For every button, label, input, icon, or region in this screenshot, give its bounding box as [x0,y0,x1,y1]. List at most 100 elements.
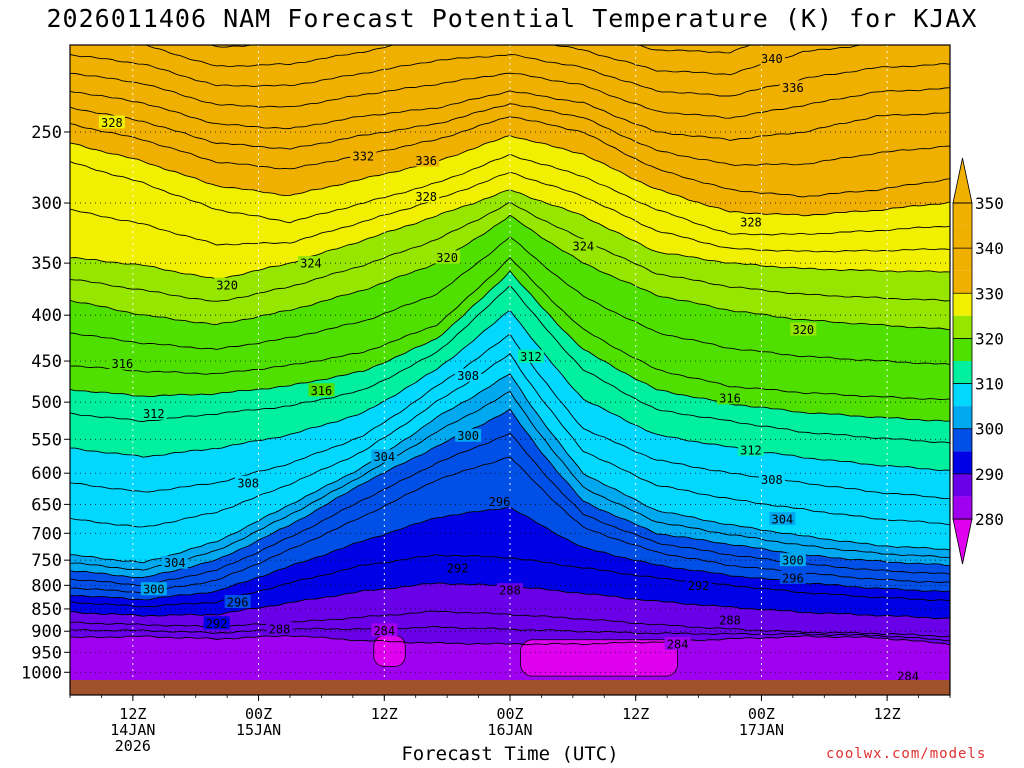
y-tick-label: 450 [31,352,62,372]
contour-label-bg [486,494,513,508]
contour-label: 304 [373,450,395,464]
contour-label: 292 [447,561,469,575]
isentrope-320 [70,214,950,331]
colorbar-top-arrow [952,157,973,204]
colorbar-segment [953,428,972,452]
contour-label: 292 [688,579,710,593]
isentrope-292 [70,554,950,608]
contour-labels: 340 336 328 332 336 328 328 324 320 324 320 320 312 3… [98,51,922,680]
y-tick-label: 900 [31,622,62,642]
contour-label-bg [413,189,440,203]
contour-label-bg [266,622,293,636]
contour-label-bg [517,349,544,363]
contour-label-bg [235,475,262,489]
isentrope-302 [70,390,950,571]
contour-label: 324 [300,257,322,271]
contour-label-bg [758,472,785,486]
contour-label: 312 [740,443,762,457]
contour-label-bg [779,570,806,584]
isentrope-306 [70,353,950,528]
isentrope-334 [70,103,950,166]
contour-label-bg [434,250,461,264]
colorbar-label: 330 [975,284,1004,303]
contour-label-bg [455,368,482,382]
colorbar-segment [953,383,972,407]
x-tick-label: 17JAN [739,721,784,739]
contour-label-bg [308,383,335,397]
contour-label: 300 [782,554,804,568]
contour-label-bg [737,215,764,229]
contour-label: 316 [719,392,741,406]
contour-label-bg [737,442,764,456]
contour-label: 296 [227,596,249,610]
x-tick-label: 14JAN [110,721,155,739]
contour-label: 296 [489,495,511,509]
colorbar-segment [953,270,972,294]
colorbar-segment [953,293,972,316]
x-tick-label: 16JAN [487,721,532,739]
isentrope-314 [70,270,950,422]
contour-label-bg [214,277,241,291]
contour-label: 308 [761,473,783,487]
colorbar-bottom-arrow [952,518,973,565]
contour-label-bg [350,149,377,163]
contour-label: 312 [520,350,542,364]
contour-label: 328 [415,190,437,204]
contour-label: 292 [206,617,228,631]
contour-label: 288 [499,584,521,598]
colorbar-label: 350 [975,194,1004,213]
colorbar-segment [953,451,972,474]
contour-label: 300 [457,429,479,443]
isentrope-316 [70,256,950,400]
contour-label: 300 [143,583,165,597]
contour-label-bg [98,115,125,129]
x-tick-label: 12Z [371,705,398,723]
contour-label-bg [109,356,136,370]
contour-label-bg [779,553,806,567]
contour-label: 288 [719,614,741,628]
y-axis: 2503003504004505005506006507007508008509… [21,123,70,683]
x-tick-label: 12Z [119,705,146,723]
isentrope-284 [70,635,950,646]
isentrope-336 [70,90,950,141]
contour-label: 336 [415,154,437,168]
contour-label-bg [297,256,324,270]
contour-label: 312 [143,407,165,421]
isentrope-344 [207,45,752,54]
contour-label-bg [497,583,523,597]
band-above-344 [210,45,751,53]
isentrope-332 [70,116,950,198]
x-tick-label: 00Z [245,705,272,723]
colorbar-segment [953,315,972,339]
contour-label: 316 [311,384,333,398]
contour-label-bg [790,322,817,336]
contour-label: 328 [740,216,762,230]
contour-label: 308 [457,369,479,383]
colorbar-segment [953,406,972,429]
contour-label: 320 [792,323,814,337]
y-tick-label: 950 [31,643,62,663]
colorbar-segment [953,248,972,271]
grid-lines [70,45,950,680]
contour-label: 296 [782,571,804,585]
contour-label-bg [758,51,785,65]
colorbar-label: 310 [975,375,1004,394]
ground-strip [70,680,950,695]
contour-label: 316 [112,357,134,371]
contour-label: 304 [164,556,186,570]
colorbar-label: 320 [975,329,1004,348]
y-tick-label: 700 [31,524,62,544]
x-tick-label: 00Z [496,705,523,723]
warm-pocket-1 [520,639,679,677]
x-tick-label: 15JAN [236,721,281,739]
contour-label: 304 [772,513,794,527]
contour-label: 336 [782,81,804,95]
x-tick-label: 2026 [115,737,151,755]
contour-label: 328 [101,116,123,130]
contour-label-bg [717,391,743,405]
colorbar-label: 280 [975,510,1004,529]
isentrope-338 [70,72,950,119]
x-tick-label: 12Z [622,705,649,723]
